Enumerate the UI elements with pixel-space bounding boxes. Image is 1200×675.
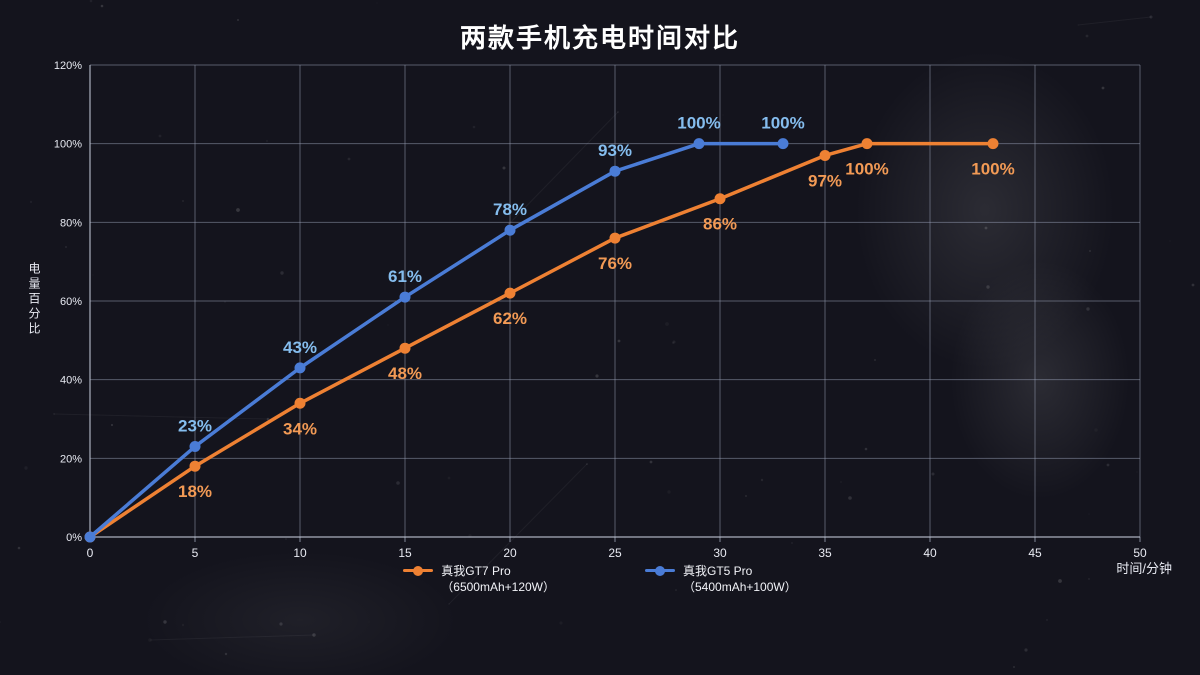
svg-text:34%: 34% xyxy=(283,419,317,438)
legend-label-gt7-pro: 真我GT7 Pro xyxy=(441,564,511,578)
svg-text:50: 50 xyxy=(1133,546,1147,560)
svg-text:76%: 76% xyxy=(598,254,632,273)
svg-text:86%: 86% xyxy=(703,215,737,234)
legend-spec-gt5-pro: （5400mAh+100W） xyxy=(683,580,797,594)
legend-spec-gt7-pro: （6500mAh+120W） xyxy=(441,580,555,594)
svg-text:23%: 23% xyxy=(178,417,212,436)
svg-text:40: 40 xyxy=(923,546,937,560)
svg-text:0: 0 xyxy=(87,546,94,560)
svg-text:100%: 100% xyxy=(845,160,888,179)
svg-text:78%: 78% xyxy=(493,200,527,219)
svg-text:18%: 18% xyxy=(178,482,212,501)
svg-text:100%: 100% xyxy=(761,114,804,133)
chart-title: 两款手机充电时间对比 xyxy=(459,23,740,53)
svg-text:93%: 93% xyxy=(598,141,632,160)
svg-text:100%: 100% xyxy=(677,114,720,133)
svg-text:10: 10 xyxy=(293,546,307,560)
legend-item-gt7-pro[interactable]: 真我GT7 Pro （6500mAh+120W） xyxy=(403,563,555,595)
legend-marker-gt5-pro xyxy=(645,569,675,572)
svg-text:5: 5 xyxy=(192,546,199,560)
y-axis-title: 电量百分比 xyxy=(27,262,41,337)
svg-text:43%: 43% xyxy=(283,338,317,357)
svg-text:48%: 48% xyxy=(388,364,422,383)
svg-text:40%: 40% xyxy=(60,375,82,387)
svg-text:61%: 61% xyxy=(388,267,422,286)
svg-text:60%: 60% xyxy=(60,296,82,308)
svg-text:0%: 0% xyxy=(66,532,82,544)
svg-text:120%: 120% xyxy=(54,60,82,72)
svg-text:20: 20 xyxy=(503,546,517,560)
legend: 真我GT7 Pro （6500mAh+120W） 真我GT5 Pro （5400… xyxy=(0,563,1200,595)
legend-item-gt5-pro[interactable]: 真我GT5 Pro （5400mAh+100W） xyxy=(645,563,797,595)
svg-text:25: 25 xyxy=(608,546,622,560)
legend-marker-gt7-pro xyxy=(403,569,434,572)
svg-text:100%: 100% xyxy=(971,160,1014,179)
legend-label-gt5-pro: 真我GT5 Pro xyxy=(683,564,753,578)
svg-text:100%: 100% xyxy=(54,139,82,151)
svg-text:20%: 20% xyxy=(60,453,82,465)
svg-text:35: 35 xyxy=(818,546,832,560)
svg-text:30: 30 xyxy=(713,546,727,560)
svg-text:97%: 97% xyxy=(808,171,842,190)
svg-text:45: 45 xyxy=(1028,546,1042,560)
svg-text:80%: 80% xyxy=(60,217,82,229)
svg-text:62%: 62% xyxy=(493,309,527,328)
svg-text:15: 15 xyxy=(398,546,412,560)
x-axis-title: 时间/分钟 xyxy=(1116,561,1172,576)
